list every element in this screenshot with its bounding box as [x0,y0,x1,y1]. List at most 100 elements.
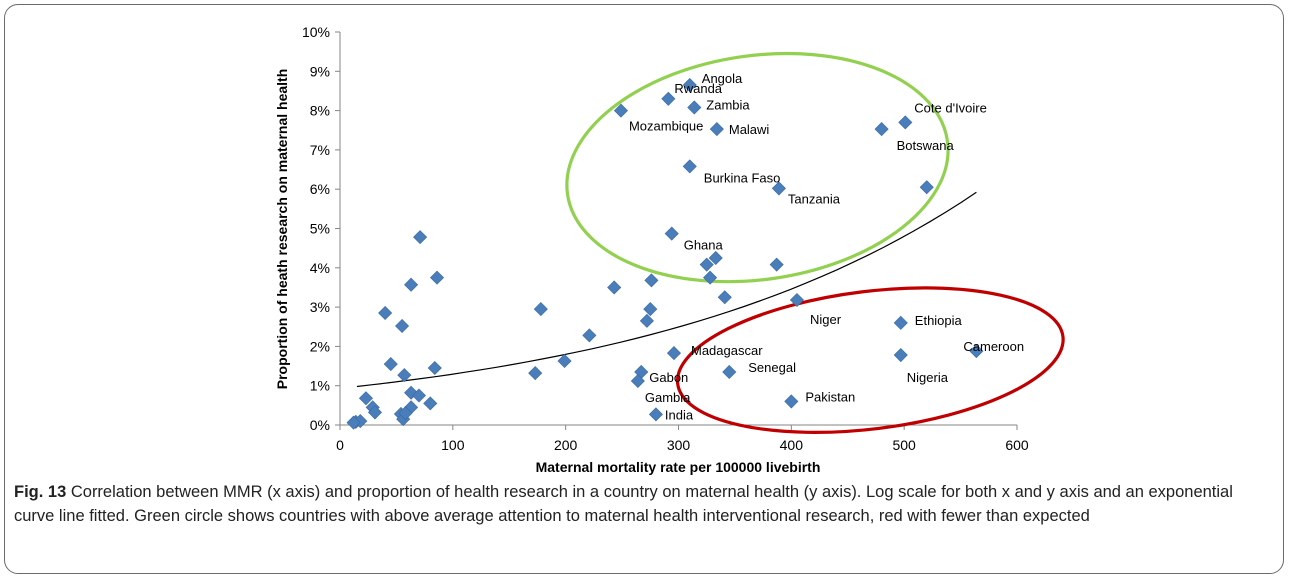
data-point [703,270,718,285]
data-point [533,302,548,317]
chart-annotations [565,51,1065,434]
point-label: Botswana [897,138,955,153]
y-tick-label: 7% [310,142,330,158]
data-point [682,159,697,174]
point-label: Niger [810,312,842,327]
point-label: Gambia [645,390,691,405]
x-tick-label: 0 [336,437,344,453]
data-point [528,366,543,381]
figure-frame [4,4,1284,574]
point-label: Madagascar [691,343,763,358]
y-tick-label: 5% [310,221,330,237]
data-point [687,100,702,115]
x-axis-title: Maternal mortality rate per 100000 liveb… [536,459,821,475]
data-point [404,277,419,292]
data-point [661,91,676,106]
caption-label: Fig. 13 [14,483,67,501]
point-label: Rwanda [674,81,722,96]
y-tick-label: 10% [302,24,330,40]
point-label: Zambia [706,97,750,112]
y-tick-label: 1% [310,378,330,394]
point-label: Ghana [684,238,724,253]
y-tick-label: 2% [310,338,330,354]
data-point [613,103,628,118]
data-point [346,415,361,430]
point-label: Cote d'Ivoire [914,100,987,115]
y-tick-label: 3% [310,299,330,315]
data-point [784,394,799,409]
data-point [423,396,438,411]
point-label: Pakistan [805,389,855,404]
trendline-layer [356,191,977,388]
data-point [367,405,383,420]
point-label: Tanzania [788,191,841,206]
data-point [643,302,658,317]
data-point [874,122,889,137]
data-point [427,360,442,376]
point-label: Ethiopia [915,313,963,328]
data-point [644,273,659,288]
y-tick-label: 0% [310,417,330,433]
point-label: Senegal [748,360,796,375]
data-point [708,250,723,265]
data-point [383,357,398,372]
data-point [771,181,786,196]
red-ellipse [675,286,1065,434]
data-point [639,313,654,328]
scatter-chart: 0% 1% 2% 3% 4% 5% 6% 7% 8% 9% 10% 0 100 200 300 400 500 6… [274,24,1065,475]
y-tick-label: 9% [310,63,330,79]
data-point [413,230,428,245]
data-point [769,257,784,272]
data-point [722,364,737,379]
data-point [557,353,572,368]
data-point [358,391,373,406]
data-point [398,406,413,421]
data-points [346,78,984,430]
y-tick-label: 8% [310,103,330,119]
data-point [430,270,445,285]
x-tick-label: 500 [892,437,916,453]
data-point [664,226,679,241]
data-point [666,346,682,361]
chart-axes: 0% 1% 2% 3% 4% 5% 6% 7% 8% 9% 10% 0 100 200 300 400 500 6… [302,24,1029,453]
data-point [404,385,419,400]
point-label: Mozambique [629,119,703,134]
data-point [709,122,724,137]
data-point [898,115,913,130]
data-point [893,315,908,330]
data-point [717,290,732,305]
data-point [789,293,804,308]
data-point [395,318,410,333]
green-ellipse [565,51,950,284]
data-point [630,373,645,389]
data-point [648,407,663,422]
data-point [969,344,984,359]
point-label: India [665,407,694,422]
point-label: Gabon [649,370,688,385]
trendline [356,191,977,388]
data-point [682,78,697,93]
data-point [582,328,597,343]
x-tick-label: 100 [441,437,465,453]
point-label: Malawi [729,122,770,137]
data-point [411,388,427,403]
figure-caption: Fig. 13 Correlation between MMR (x axis)… [14,480,1254,528]
data-point [919,180,934,195]
y-tick-label: 4% [310,260,330,276]
point-label: Nigeria [907,370,949,385]
y-axis-title: Proportion of heath research on maternal… [274,69,290,390]
data-point [607,280,622,295]
x-tick-label: 300 [667,437,691,453]
data-point [893,348,908,363]
point-label: Burkina Faso [704,170,781,185]
point-label: Cameroon [963,339,1024,354]
point-label: Angola [702,71,743,86]
y-tick-label: 6% [310,181,330,197]
x-tick-label: 600 [1005,437,1029,453]
data-point [378,305,393,321]
caption-text: Correlation between MMR (x axis) and pro… [14,483,1233,525]
data-point [397,368,412,383]
x-tick-label: 400 [780,437,804,453]
x-tick-label: 200 [554,437,578,453]
